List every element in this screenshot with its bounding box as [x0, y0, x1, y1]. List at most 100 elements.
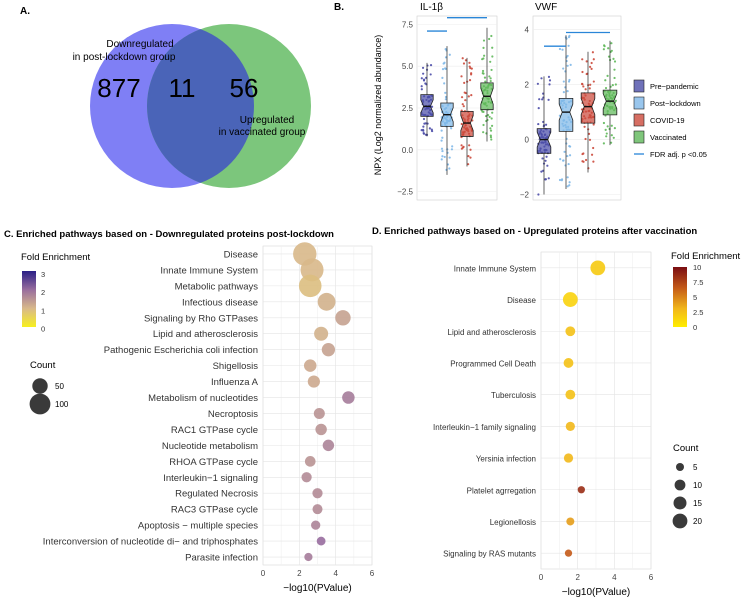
box-jitter-point	[444, 67, 447, 70]
pathway-dot	[565, 389, 576, 400]
box-jitter-point	[490, 124, 494, 127]
box-jitter-point	[614, 99, 617, 102]
box-jitter-point	[440, 158, 443, 161]
box-jitter-point	[607, 55, 611, 58]
legend-swatch	[633, 130, 645, 144]
pathway-dot	[322, 439, 335, 452]
fold-tick-label: 3	[41, 270, 45, 279]
box-jitter-point	[487, 113, 490, 117]
pathway-dot	[314, 326, 329, 341]
box-jitter-point	[566, 54, 569, 58]
dot-x-tick-label: 0	[539, 573, 544, 582]
box-jitter-point	[584, 137, 587, 141]
count-legend-dot	[672, 513, 688, 529]
box-jitter-point	[590, 61, 593, 65]
pathway-dot	[316, 536, 326, 546]
box-jitter-point	[462, 62, 466, 65]
box-jitter-point	[568, 34, 571, 37]
box-jitter-point	[541, 157, 544, 160]
box-jitter-point	[461, 57, 464, 60]
fold-tick-label: 2.5	[693, 308, 703, 317]
pathway-dot	[566, 517, 575, 526]
box-jitter-point	[448, 167, 451, 170]
pathway-dot	[335, 310, 351, 326]
box-jitter-point	[490, 138, 493, 141]
count-legend-dot	[673, 496, 687, 510]
pathway-dot	[312, 488, 323, 499]
pathway-label: Interleukin−1 family signaling	[433, 423, 536, 432]
box-jitter-point	[606, 125, 609, 128]
box-jitter-point	[489, 127, 492, 130]
count-legend-dot	[674, 479, 686, 491]
panel-c-fold-colorbar	[22, 271, 36, 327]
boxplot-il1b: IL-1β −2.5 0.0 2.5 5.0 7.5	[397, 2, 498, 201]
box-jitter-point	[562, 80, 565, 83]
panel-c-title: C. Enriched pathways based on - Downregu…	[4, 229, 334, 240]
panel-b-letter: B.	[334, 2, 344, 13]
panel-d-fold-title: Fold Enrichment	[671, 251, 741, 262]
panel-c: C. Enriched pathways based on - Downregu…	[4, 229, 375, 594]
box-jitter-point	[587, 167, 590, 170]
pathway-label: Apoptosis − multiple species	[138, 521, 258, 532]
fold-tick-label: 7.5	[693, 278, 703, 287]
box-jitter-point	[544, 178, 547, 181]
box-jitter-point	[608, 127, 611, 131]
pathway-dot	[313, 407, 325, 419]
pathway-dot	[304, 456, 316, 467]
box-jitter-point	[446, 163, 450, 166]
box-jitter-point	[613, 60, 617, 63]
box-jitter-point	[448, 156, 451, 159]
box-jitter-point	[444, 91, 447, 94]
box-jitter-point	[584, 158, 588, 162]
pathway-label: Necroptosis	[208, 409, 258, 420]
box-jitter-point	[469, 156, 472, 159]
box-jitter-point	[569, 63, 572, 67]
box-jitter-point	[422, 72, 425, 75]
box-y-tick-label: 2.5	[402, 104, 414, 113]
box-jitter-point	[563, 150, 566, 153]
box-jitter-point	[468, 61, 471, 64]
box-jitter-point	[491, 111, 494, 114]
box-jitter-point	[481, 58, 484, 61]
box-jitter-point	[420, 85, 423, 88]
box-jitter-point	[488, 37, 491, 41]
box-jitter-point	[592, 146, 595, 150]
pathway-dot	[565, 421, 575, 431]
box-jitter-point	[481, 71, 484, 75]
box-jitter-point	[420, 88, 423, 91]
box-jitter-point	[610, 42, 613, 45]
box-jitter-point	[560, 178, 564, 181]
box-jitter-point	[589, 83, 592, 86]
panel-d-title: D. Enriched pathways based on - Upregula…	[372, 226, 697, 237]
pathway-label: Pathogenic Escherichia coli infection	[104, 345, 258, 356]
box-y-tick-label: 2	[525, 81, 530, 90]
pathway-label: Interleukin−1 signaling	[163, 473, 258, 484]
box-jitter-point	[424, 122, 427, 125]
panel-b: B. NPX (Log2 normalized abundance) IL-1β…	[334, 2, 707, 201]
box-jitter-point	[568, 181, 571, 184]
box-jitter-point	[470, 93, 473, 97]
dotplot-c: Disease Innate Immune System Metabolic pat…	[43, 242, 375, 594]
dotplot-d: Innate Immune System Disease Lipid and ath…	[433, 251, 654, 598]
box-jitter-point	[462, 105, 465, 108]
box-jitter-point	[484, 114, 488, 118]
box-body	[536, 128, 552, 154]
pathway-label: Regulated Necrosis	[175, 489, 258, 500]
box-jitter-point	[602, 48, 605, 51]
pathway-dot	[312, 504, 323, 515]
box-jitter-point	[606, 74, 609, 77]
venn-left-count: 877	[97, 73, 140, 103]
box-jitter-point	[588, 87, 591, 90]
box-jitter-point	[582, 85, 585, 88]
count-legend-dot	[676, 463, 684, 471]
dot-x-tick-label: 2	[297, 569, 302, 578]
box-jitter-point	[562, 91, 565, 94]
pathway-dot	[315, 423, 327, 436]
box-jitter-point	[444, 98, 447, 101]
box-jitter-point	[468, 144, 471, 147]
legend-label: FDR adj. p <0.05	[650, 150, 707, 159]
box-jitter-point	[559, 157, 562, 161]
box-jitter-point	[484, 80, 487, 83]
box-jitter-point	[558, 47, 562, 51]
